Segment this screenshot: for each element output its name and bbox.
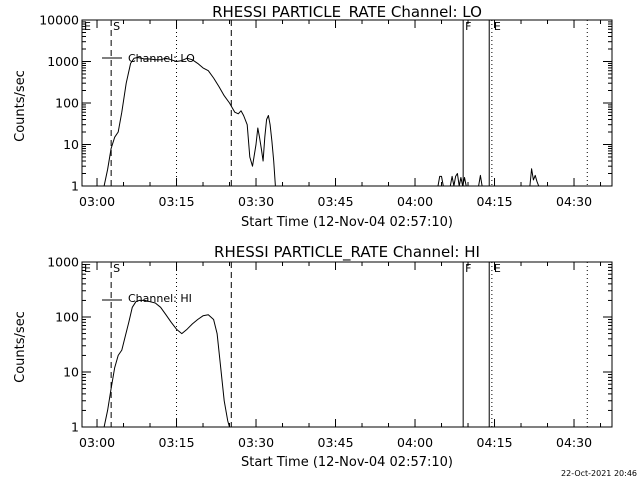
marker-label-lo: S <box>113 20 120 33</box>
y-tick-label-hi: 1 <box>71 420 79 435</box>
y-tick-label-hi: 1000 <box>47 255 79 270</box>
y-tick-label-lo: 10000 <box>39 13 79 28</box>
x-tick-label-lo: 04:15 <box>477 194 513 209</box>
timestamp: 22-Oct-2021 20:46 <box>561 469 637 478</box>
chart-title-hi: RHESSI PARTICLE_RATE Channel: HI <box>214 243 480 262</box>
x-tick-label-hi: 04:30 <box>556 435 592 450</box>
chart-title-lo: RHESSI PARTICLE_RATE Channel: LO <box>212 3 482 22</box>
data-series-lo <box>103 57 276 187</box>
y-tick-label-hi: 100 <box>55 310 79 325</box>
data-series-lo <box>437 168 540 187</box>
x-tick-label-lo: 03:30 <box>238 194 274 209</box>
x-tick-label-hi: 03:45 <box>318 435 354 450</box>
x-axis-label-lo: Start Time (12-Nov-04 02:57:10) <box>241 215 453 230</box>
marker-label-hi: E <box>84 262 91 275</box>
data-series-hi <box>103 299 230 428</box>
y-tick-label-lo: 100 <box>55 96 79 111</box>
x-tick-label-lo: 03:15 <box>159 194 195 209</box>
y-tick-label-lo: 1 <box>71 179 79 194</box>
panel-hi: RHESSI PARTICLE_RATE Channel: HI Start T… <box>13 243 613 470</box>
x-tick-label-hi: 03:00 <box>79 435 115 450</box>
x-tick-label-hi: 04:00 <box>397 435 433 450</box>
marker-label-hi: F <box>465 262 471 275</box>
y-axis-label-lo: Counts/sec <box>13 70 28 142</box>
x-tick-label-hi: 03:15 <box>159 435 195 450</box>
marker-label-hi: E <box>494 262 501 275</box>
y-tick-label-lo: 10 <box>63 137 79 152</box>
y-axis-label-hi: Counts/sec <box>13 311 28 383</box>
x-tick-label-lo: 04:00 <box>397 194 433 209</box>
x-tick-label-lo: 03:45 <box>318 194 354 209</box>
x-tick-label-lo: 04:30 <box>556 194 592 209</box>
marker-label-lo: E <box>84 20 91 33</box>
marker-label-lo: F <box>465 20 471 33</box>
legend-label-lo: Channel: LO <box>128 52 195 65</box>
legend-label-hi: Channel: HI <box>128 292 192 305</box>
x-axis-label-hi: Start Time (12-Nov-04 02:57:10) <box>241 455 453 470</box>
x-tick-label-lo: 03:00 <box>79 194 115 209</box>
y-tick-label-lo: 1000 <box>47 54 79 69</box>
marker-label-lo: E <box>494 20 501 33</box>
x-tick-label-hi: 04:15 <box>477 435 513 450</box>
marker-label-hi: S <box>113 262 120 275</box>
x-tick-label-hi: 03:30 <box>238 435 274 450</box>
plot-frame-lo <box>81 19 613 187</box>
plot-frame-hi <box>81 261 613 428</box>
y-tick-label-hi: 10 <box>63 365 79 380</box>
panel-lo: RHESSI PARTICLE_RATE Channel: LO Start T… <box>13 3 613 230</box>
